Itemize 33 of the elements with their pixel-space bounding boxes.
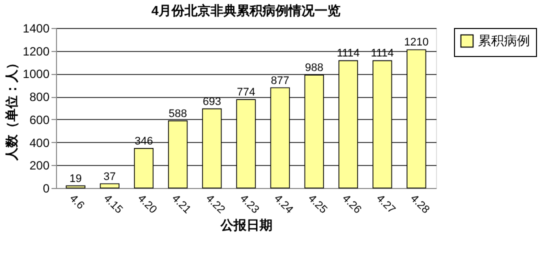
x-tick-label: 4.24 <box>272 192 296 216</box>
x-tick-label: 4.26 <box>340 192 364 216</box>
y-tick-label: 400 <box>29 136 50 150</box>
x-tick-label: 4.25 <box>306 192 330 216</box>
x-axis-title: 公报日期 <box>220 217 272 232</box>
x-tick-label: 4.6 <box>67 192 86 212</box>
data-label: 37 <box>104 170 116 183</box>
x-tick-label: 4.27 <box>374 192 398 216</box>
data-label: 877 <box>270 74 290 87</box>
x-tick-label: 4.15 <box>101 192 125 216</box>
y-tick-label: 200 <box>29 158 50 173</box>
y-tick-label: 1200 <box>22 44 50 58</box>
y-tick-label: 1000 <box>22 67 50 82</box>
data-label: 988 <box>304 62 324 74</box>
chart-title: 4月份北京非典累积病例情况一览 <box>151 3 341 18</box>
bar <box>100 183 120 188</box>
legend-label: 累积病例 <box>478 33 530 48</box>
x-tick-label: 4.20 <box>135 192 159 216</box>
y-tick-label: 1400 <box>22 22 50 36</box>
data-label: 1210 <box>404 36 429 49</box>
bar <box>66 185 86 188</box>
data-label: 693 <box>202 96 222 108</box>
data-label: 588 <box>168 108 188 120</box>
x-tick-label: 4.28 <box>408 192 432 216</box>
x-tick-label: 4.23 <box>238 192 262 216</box>
y-axis-title: 人数（单位：人） <box>4 56 19 162</box>
y-tick-label: 0 <box>42 182 50 196</box>
y-tick-label: 600 <box>29 112 50 127</box>
y-tick-label: 800 <box>29 90 50 104</box>
data-label: 19 <box>69 172 82 185</box>
x-tick-label: 4.21 <box>169 192 193 216</box>
x-tick-label: 4.22 <box>203 192 228 216</box>
data-label: 774 <box>236 86 256 99</box>
